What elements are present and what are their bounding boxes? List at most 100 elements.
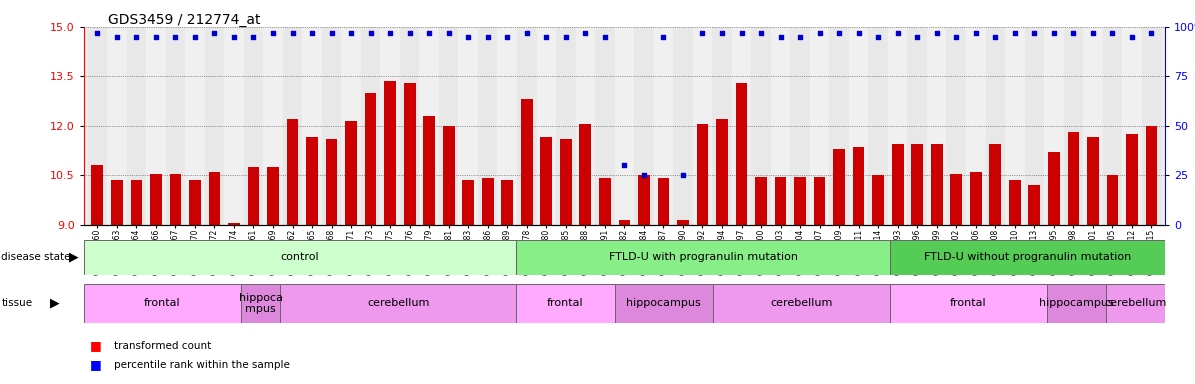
Point	[654, 34, 673, 40]
Bar	[108, 27, 127, 225]
Bar	[599, 179, 611, 225]
Bar	[189, 180, 201, 225]
Point	[185, 34, 204, 40]
Bar	[1048, 152, 1060, 225]
Bar	[795, 177, 805, 225]
Bar	[713, 284, 890, 323]
Bar	[1146, 126, 1157, 225]
Bar	[400, 27, 419, 225]
Bar	[502, 180, 513, 225]
Bar	[712, 27, 731, 225]
Bar	[614, 284, 713, 323]
Text: transformed count: transformed count	[114, 341, 210, 351]
Bar	[521, 99, 533, 225]
Point	[108, 34, 127, 40]
Bar	[404, 83, 416, 225]
Point	[927, 30, 946, 36]
Bar	[1047, 284, 1107, 323]
Bar	[87, 27, 108, 225]
Bar	[459, 27, 478, 225]
Point	[674, 172, 693, 178]
Point	[908, 34, 927, 40]
Point	[1103, 30, 1122, 36]
Bar	[1122, 27, 1141, 225]
Bar	[869, 27, 888, 225]
Bar	[1064, 27, 1083, 225]
Text: hippoca
mpus: hippoca mpus	[239, 293, 283, 314]
Point	[204, 30, 223, 36]
Point	[497, 34, 516, 40]
Bar	[890, 284, 1047, 323]
Bar	[478, 27, 497, 225]
Point	[459, 34, 478, 40]
Point	[635, 172, 654, 178]
Bar	[1107, 284, 1165, 323]
Bar	[970, 172, 981, 225]
Text: cerebellum: cerebellum	[367, 298, 429, 308]
Bar	[673, 27, 693, 225]
Point	[283, 30, 302, 36]
Bar	[595, 27, 614, 225]
Bar	[716, 119, 728, 225]
Bar	[130, 180, 142, 225]
Point	[146, 34, 165, 40]
Bar	[364, 93, 376, 225]
Text: frontal: frontal	[143, 298, 180, 308]
Bar	[853, 147, 864, 225]
Bar	[1087, 137, 1098, 225]
Bar	[247, 167, 259, 225]
Point	[986, 34, 1005, 40]
Bar	[678, 220, 688, 225]
Bar	[657, 179, 669, 225]
Bar	[268, 167, 278, 225]
Bar	[225, 27, 244, 225]
Bar	[731, 27, 752, 225]
Bar	[1024, 27, 1044, 225]
Bar	[693, 27, 712, 225]
Text: hippocampus: hippocampus	[626, 298, 701, 308]
Bar	[1067, 132, 1079, 225]
Bar	[537, 27, 556, 225]
Point	[478, 34, 497, 40]
Point	[869, 34, 888, 40]
Bar	[462, 180, 474, 225]
Bar	[204, 27, 225, 225]
Bar	[306, 137, 318, 225]
Bar	[127, 27, 146, 225]
Bar	[872, 175, 884, 225]
Bar	[848, 27, 869, 225]
Bar	[790, 27, 810, 225]
Text: FTLD-U without progranulin mutation: FTLD-U without progranulin mutation	[924, 252, 1132, 262]
Point	[302, 30, 321, 36]
Bar	[890, 240, 1165, 275]
Text: FTLD-U with progranulin mutation: FTLD-U with progranulin mutation	[608, 252, 797, 262]
Point	[380, 30, 399, 36]
Text: GDS3459 / 212774_at: GDS3459 / 212774_at	[108, 13, 261, 27]
Point	[342, 30, 361, 36]
Bar	[638, 175, 650, 225]
Point	[225, 34, 244, 40]
Bar	[443, 126, 454, 225]
Point	[888, 30, 907, 36]
Bar	[774, 177, 786, 225]
Point	[166, 34, 185, 40]
Text: cerebellum: cerebellum	[770, 298, 833, 308]
Point	[967, 30, 986, 36]
Text: hippocampus: hippocampus	[1040, 298, 1114, 308]
Bar	[614, 27, 635, 225]
Bar	[829, 27, 848, 225]
Point	[400, 30, 419, 36]
Bar	[697, 124, 709, 225]
Bar	[1009, 180, 1021, 225]
Bar	[946, 27, 966, 225]
Bar	[263, 27, 283, 225]
Point	[537, 34, 556, 40]
Bar	[361, 27, 380, 225]
Point	[595, 34, 614, 40]
Point	[712, 30, 731, 36]
Bar	[966, 27, 986, 225]
Bar	[1029, 185, 1040, 225]
Bar	[986, 27, 1005, 225]
Bar	[1126, 134, 1138, 225]
Point	[576, 30, 595, 36]
